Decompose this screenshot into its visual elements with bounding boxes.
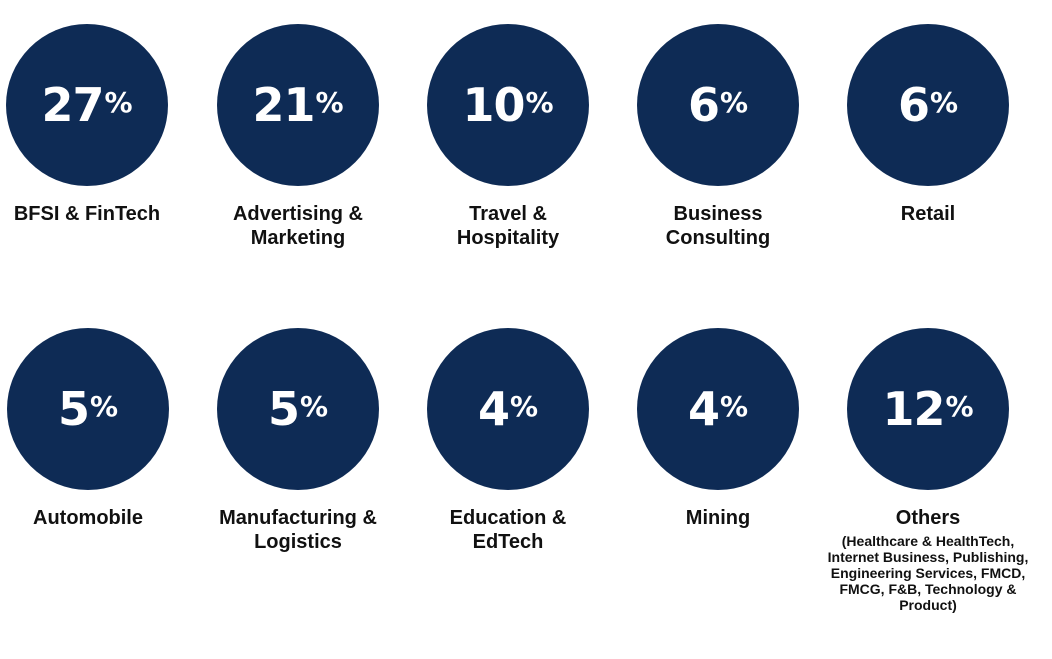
value-unit: %	[525, 86, 554, 119]
value-number: 6	[897, 78, 930, 132]
industry-label-line: Travel &	[469, 203, 547, 225]
value-number: 5	[267, 382, 300, 436]
value-circle: 5%	[7, 328, 169, 490]
value-circle: 4%	[637, 328, 799, 490]
industry-label: Retail	[823, 202, 1033, 226]
industry-label-line: Marketing	[250, 227, 346, 249]
industry-item-travel: 10% Travel & Hospitality	[403, 24, 613, 250]
value-unit: %	[89, 390, 119, 423]
industry-label: Others	[823, 506, 1033, 530]
value-number: 5	[57, 382, 90, 436]
value-circle: 10%	[427, 24, 589, 186]
industry-item-retail: 6% Retail	[823, 24, 1033, 226]
value-unit: %	[509, 390, 539, 423]
value-number: 10	[462, 78, 525, 132]
value-number: 21	[252, 78, 315, 132]
value-circle: 6%	[847, 24, 1009, 186]
value-circle: 4%	[427, 328, 589, 490]
industry-label-line: Manufacturing &	[219, 507, 377, 529]
value-circle: 27%	[6, 24, 168, 186]
value-unit: %	[719, 86, 749, 119]
industry-label: Education & EdTech	[403, 506, 613, 554]
value-number: 4	[687, 382, 720, 436]
industry-item-manufacturing: 5% Manufacturing & Logistics	[193, 328, 403, 554]
value-number: 6	[687, 78, 720, 132]
industry-label-line: BFSI & FinTech	[13, 203, 161, 225]
value-circle: 6%	[637, 24, 799, 186]
industry-label: Advertising & Marketing	[193, 202, 403, 250]
industry-label-line: Advertising &	[232, 203, 364, 225]
value-number: 27	[41, 78, 104, 132]
industry-item-education: 4% Education & EdTech	[403, 328, 613, 554]
industry-sublabel-line: Engineering Services, FMCD,	[830, 565, 1026, 581]
value-circle: 5%	[217, 328, 379, 490]
industry-label-line: Automobile	[33, 507, 143, 529]
industry-label-line: Others	[895, 507, 961, 529]
value-unit: %	[929, 86, 959, 119]
industry-label: Automobile	[0, 506, 193, 530]
industry-label-line: Hospitality	[456, 227, 560, 249]
industry-label: Manufacturing & Logistics	[193, 506, 403, 554]
industry-item-mining: 4% Mining	[613, 328, 823, 530]
industry-label-line: EdTech	[472, 531, 544, 553]
value-unit: %	[104, 86, 133, 119]
industry-sublabel-line: Internet Business, Publishing,	[827, 549, 1029, 565]
industry-label: BFSI & FinTech	[0, 202, 192, 226]
value-unit: %	[299, 390, 329, 423]
value-number: 12	[882, 382, 945, 436]
industry-label-line: Education &	[449, 507, 567, 529]
value-unit: %	[719, 390, 749, 423]
value-unit: %	[315, 86, 344, 119]
industry-item-others: 12% Others (Healthcare & HealthTech, Int…	[823, 328, 1033, 613]
industry-sublabel: (Healthcare & HealthTech, Internet Busin…	[823, 533, 1033, 613]
industry-label-line: Consulting	[665, 227, 771, 249]
industry-label: Travel & Hospitality	[403, 202, 613, 250]
industry-item-bfsi: 27% BFSI & FinTech	[0, 24, 192, 226]
industry-label: Business Consulting	[613, 202, 823, 250]
industry-label-line: Retail	[900, 203, 956, 225]
industry-label-line: Logistics	[254, 531, 342, 553]
industry-label-line: Mining	[685, 507, 751, 529]
value-unit: %	[945, 390, 974, 423]
industry-item-automobile: 5% Automobile	[0, 328, 193, 530]
industry-item-business-consulting: 6% Business Consulting	[613, 24, 823, 250]
industry-sublabel-line: (Healthcare & HealthTech,	[841, 533, 1015, 549]
value-circle: 12%	[847, 328, 1009, 490]
industry-label-line: Business	[673, 203, 763, 225]
industry-label: Mining	[613, 506, 823, 530]
industry-sublabel-line: Product)	[899, 597, 957, 613]
value-number: 4	[477, 382, 510, 436]
industry-sublabel-line: FMCG, F&B, Technology &	[839, 581, 1017, 597]
value-circle: 21%	[217, 24, 379, 186]
industry-item-advertising: 21% Advertising & Marketing	[193, 24, 403, 250]
